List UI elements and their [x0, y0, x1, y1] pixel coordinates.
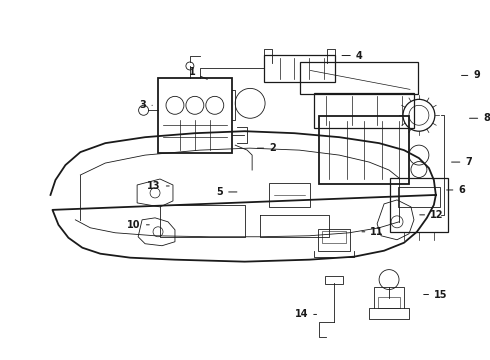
Text: 2: 2 [257, 143, 276, 153]
Text: 13: 13 [147, 181, 169, 191]
Bar [300, 63, 418, 94]
Text: 9: 9 [462, 71, 480, 80]
Bar [390, 177, 448, 232]
Text: 11: 11 [362, 227, 384, 237]
Text: 3: 3 [140, 100, 152, 110]
Bar [325, 276, 343, 284]
Text: 14: 14 [294, 310, 317, 319]
Bar [322, 231, 346, 243]
Text: 12: 12 [420, 210, 443, 220]
Text: 1: 1 [189, 67, 207, 79]
Bar [318, 229, 350, 251]
Bar [264, 54, 335, 82]
Bar [157, 78, 232, 153]
Bar [398, 187, 440, 207]
Bar [374, 287, 404, 309]
Text: 8: 8 [469, 113, 490, 123]
Bar [378, 297, 400, 309]
Text: 4: 4 [342, 50, 363, 60]
Text: 6: 6 [446, 185, 465, 195]
Bar [319, 116, 409, 184]
Bar [315, 93, 414, 128]
Text: 10: 10 [127, 220, 149, 230]
Text: 15: 15 [424, 289, 447, 300]
Text: 5: 5 [217, 187, 237, 197]
Text: 7: 7 [452, 157, 472, 167]
Bar [269, 183, 310, 207]
